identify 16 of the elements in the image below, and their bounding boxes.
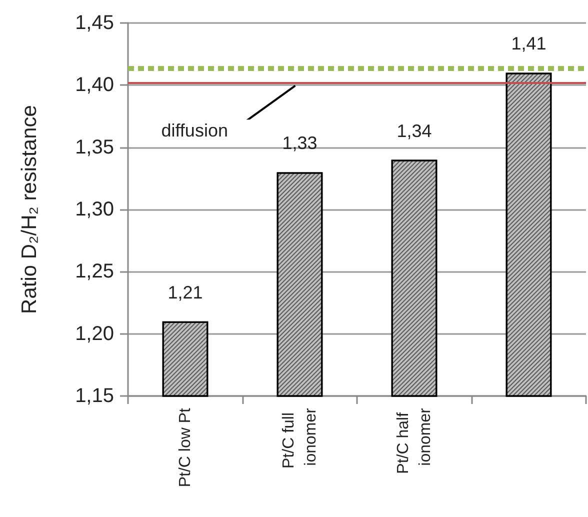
y-tick-label: 1,25 bbox=[75, 260, 114, 283]
x-tick-label: Pt/C half ionomer bbox=[394, 407, 434, 474]
y-tick-label: 1,20 bbox=[75, 322, 114, 345]
y-tick-label: 1,45 bbox=[75, 12, 114, 34]
data-label: 1,21 bbox=[168, 282, 203, 302]
y-tick-label: 1,35 bbox=[75, 136, 114, 158]
data-label: 1,34 bbox=[396, 120, 432, 141]
y-tick-label: 1,40 bbox=[75, 74, 114, 96]
x-tick-label: Pt/C full ionomer bbox=[280, 407, 320, 468]
x-tick-label: Pt/C low Pt bbox=[176, 407, 194, 488]
y-axis-title: Ratio D₂/H₂ resistance bbox=[18, 105, 41, 314]
y-tick-label: 1,15 bbox=[75, 385, 114, 407]
ref-line-label: diffusion bbox=[161, 120, 228, 141]
data-label: 1,41 bbox=[511, 34, 546, 54]
data-label: 1,33 bbox=[282, 133, 318, 154]
y-tick-label: 1,30 bbox=[75, 198, 114, 220]
